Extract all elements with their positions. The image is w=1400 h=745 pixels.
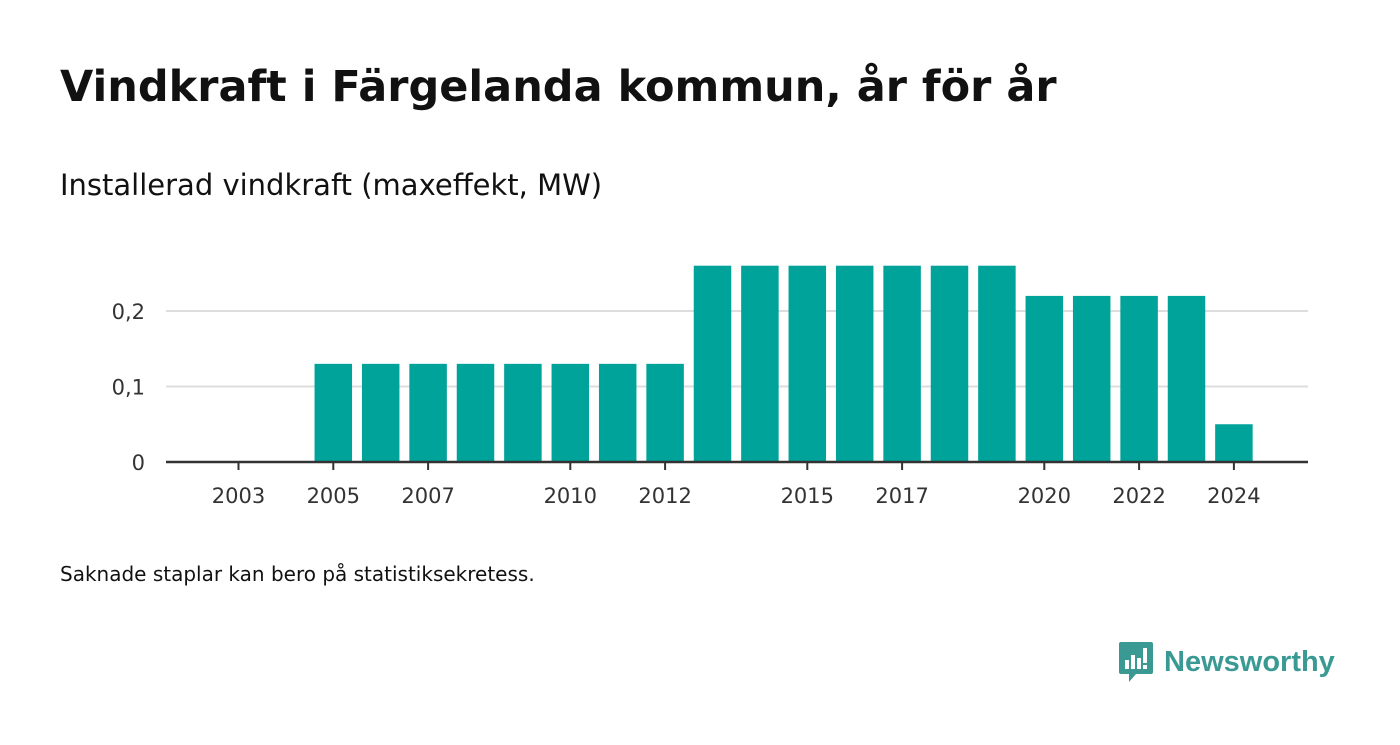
brand-logo[interactable]: Newsworthy [1118, 640, 1335, 684]
bar-2007 [409, 363, 447, 462]
bar-2005 [314, 363, 353, 462]
bar-chart: 0 0,1 0,2 2003 2005 2007 2010 2012 2015 2017 2020 2… [112, 265, 1308, 508]
brand-name: Newsworthy [1164, 645, 1335, 678]
x-tick-label: 2015 [781, 484, 834, 508]
newsworthy-logo-icon [1119, 642, 1153, 682]
bar-2024 [1215, 424, 1253, 462]
x-tick-label: 2020 [1018, 484, 1071, 508]
bar-2020 [1025, 295, 1064, 462]
bar-2012 [646, 363, 684, 462]
bar-2017 [883, 265, 921, 462]
footnote: Saknade staplar kan bero på statistiksek… [60, 562, 535, 586]
x-tick-label: 2022 [1112, 484, 1165, 508]
bar-2022 [1120, 295, 1158, 462]
bar-2008 [456, 363, 495, 462]
x-tick-label: 2010 [544, 484, 597, 508]
x-tick-label: 2017 [875, 484, 928, 508]
y-tick-label: 0 [132, 451, 145, 475]
bar-2011 [598, 363, 637, 462]
x-tick-label: 2012 [638, 484, 691, 508]
bar-2010 [551, 363, 590, 462]
x-tick-label: 2003 [212, 484, 265, 508]
grid-lines [166, 310, 1308, 388]
x-tick-label: 2024 [1207, 484, 1260, 508]
bar-2014 [741, 265, 779, 462]
bar-2016 [835, 265, 874, 462]
chart-title: Vindkraft i Färgelanda kommun, år för år [60, 62, 1057, 112]
x-tick-label: 2005 [307, 484, 360, 508]
bars [314, 265, 1253, 462]
bar-2013 [693, 265, 732, 462]
bar-2021 [1072, 295, 1111, 462]
y-tick-label: 0,1 [112, 376, 145, 400]
bar-2018 [930, 265, 969, 462]
x-tick-label: 2007 [401, 484, 454, 508]
chart-subtitle: Installerad vindkraft (maxeffekt, MW) [60, 168, 603, 202]
bar-2015 [788, 265, 827, 462]
bar-2009 [504, 363, 542, 462]
axes: 0 0,1 0,2 2003 2005 2007 2010 2012 2015 2017 2020 2… [112, 300, 1308, 508]
y-tick-label: 0,2 [112, 300, 145, 324]
bar-2023 [1167, 295, 1206, 462]
bar-2006 [361, 363, 400, 462]
bar-2019 [978, 265, 1016, 462]
